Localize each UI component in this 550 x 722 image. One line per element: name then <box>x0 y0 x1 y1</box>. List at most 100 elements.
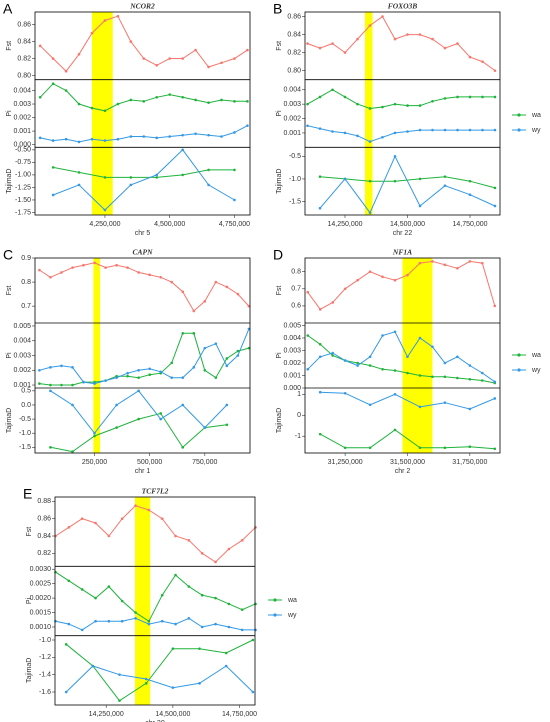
data-point <box>51 57 55 60</box>
y-tick-label: 0.82 <box>37 550 51 557</box>
data-point <box>60 364 63 368</box>
y-tick-label: 0.002 <box>283 360 301 367</box>
data-point <box>247 327 251 331</box>
data-point <box>481 60 484 63</box>
y-tick-label: 0.005 <box>283 322 301 329</box>
data-point <box>203 300 207 303</box>
data-point <box>115 376 118 379</box>
data-point <box>160 593 164 597</box>
data-point <box>306 290 310 294</box>
data-point <box>49 383 52 387</box>
data-point <box>38 382 41 385</box>
data-point <box>251 690 255 694</box>
data-point <box>181 133 184 137</box>
y-tick-label: -1.00 <box>15 172 31 179</box>
y-tick-label: 0.84 <box>37 533 51 540</box>
data-point <box>443 128 447 132</box>
data-point <box>192 332 196 335</box>
data-point <box>159 370 162 374</box>
y-tick-label: 0.004 <box>283 335 301 342</box>
data-point <box>103 139 107 142</box>
data-point <box>207 65 210 69</box>
data-point <box>393 369 397 372</box>
data-point <box>368 211 372 215</box>
data-point <box>129 40 133 43</box>
data-point <box>225 357 229 360</box>
data-point <box>418 446 422 450</box>
y-axis-label: Fst <box>276 41 283 51</box>
data-point <box>493 69 497 72</box>
x-tick-label: 14,250,000 <box>327 221 362 228</box>
data-point <box>115 426 118 429</box>
data-point <box>493 447 497 451</box>
data-point <box>174 573 177 577</box>
data-point <box>318 127 322 130</box>
data-point <box>227 625 231 629</box>
data-point <box>456 376 459 380</box>
data-point <box>93 261 96 265</box>
x-tick-label: 31,750,000 <box>452 459 487 466</box>
data-point <box>64 643 68 646</box>
data-point <box>418 128 422 132</box>
data-point <box>126 266 129 269</box>
data-point <box>129 176 133 179</box>
data-point <box>233 131 236 134</box>
data-point <box>80 517 84 520</box>
data-point <box>51 139 55 142</box>
data-point <box>170 376 174 379</box>
data-point <box>456 42 459 45</box>
data-point <box>343 51 347 54</box>
data-point <box>318 175 322 178</box>
data-point <box>318 342 322 346</box>
data-point <box>107 534 111 538</box>
legend-dot <box>517 353 521 357</box>
data-point <box>148 373 151 377</box>
y-tick-label: -0.5 <box>19 416 31 423</box>
data-point <box>198 682 201 685</box>
data-point <box>224 651 228 655</box>
data-point <box>159 417 162 421</box>
data-point <box>214 342 218 345</box>
data-point <box>356 102 359 106</box>
data-point <box>443 446 447 450</box>
data-point <box>203 426 207 429</box>
data-point <box>187 539 191 542</box>
y-tick-label: 0.84 <box>17 38 31 45</box>
data-point <box>456 266 459 270</box>
data-point <box>306 334 310 337</box>
y-axis-label: Pi <box>6 110 13 117</box>
data-point <box>480 371 484 375</box>
data-point <box>82 380 85 384</box>
data-point <box>356 134 359 138</box>
data-point <box>155 63 159 67</box>
data-point <box>194 132 197 136</box>
data-point <box>493 204 497 208</box>
data-point <box>224 664 228 668</box>
data-point <box>468 179 472 183</box>
data-point <box>343 95 347 99</box>
data-point <box>147 508 151 512</box>
plot-frame <box>34 11 251 216</box>
data-point <box>468 95 472 99</box>
data-point <box>160 619 164 623</box>
y-tick-label: 0.000 <box>13 141 31 148</box>
data-point <box>406 33 409 36</box>
data-point <box>393 330 397 334</box>
data-point <box>220 98 223 102</box>
data-point <box>147 622 151 626</box>
data-point <box>368 179 372 183</box>
data-point <box>306 42 309 45</box>
y-axis-label: TajimaD <box>276 408 283 433</box>
panel-label: A <box>3 1 13 17</box>
data-point <box>129 183 133 187</box>
data-point <box>468 445 472 449</box>
data-point <box>142 100 146 103</box>
data-point <box>187 585 191 588</box>
data-point <box>192 309 196 313</box>
data-point <box>236 349 240 353</box>
data-point <box>155 95 159 99</box>
data-point <box>129 135 133 138</box>
data-point <box>207 101 210 104</box>
panel-label: C <box>3 247 13 263</box>
data-point <box>82 263 85 267</box>
